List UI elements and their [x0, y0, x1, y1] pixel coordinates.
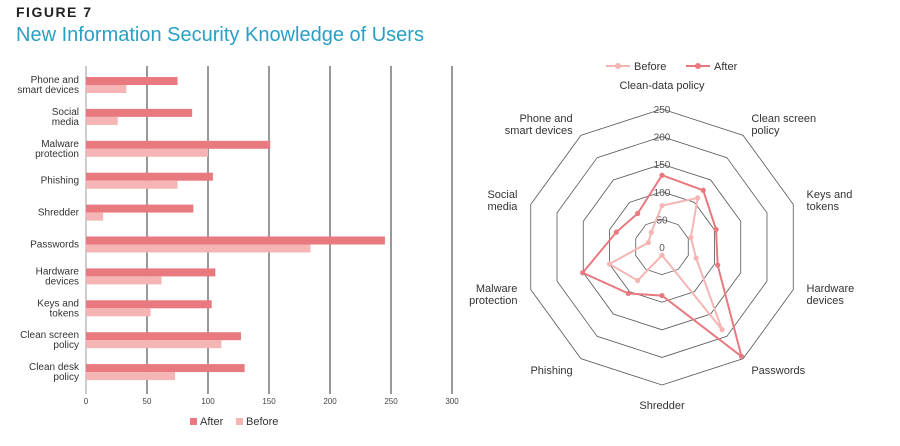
radar-legend-dot-after	[695, 63, 701, 69]
radar-point-before	[645, 239, 651, 246]
bar-x-tick-label: 250	[384, 397, 398, 406]
radar-point-after	[715, 262, 721, 268]
radar-category-label: Clean-data policy	[620, 80, 705, 92]
bar-category-label: Clean screen policy	[20, 330, 79, 351]
bar-after	[86, 236, 385, 245]
legend-label-after: After	[200, 416, 224, 428]
radar-gridline	[609, 191, 715, 303]
radar-category-label: Phishing	[530, 365, 572, 377]
radar-point-before	[693, 255, 699, 261]
radar-legend-label-after: After	[714, 61, 738, 73]
radar-point-after	[613, 229, 619, 235]
radar-category-label: Social media	[487, 189, 518, 213]
radar-tick-label: 150	[654, 160, 671, 171]
radar-tick-label: 250	[654, 105, 671, 116]
radar-legend-dot-before	[615, 63, 621, 69]
bar-before	[86, 85, 127, 93]
bar-x-tick-label: 150	[262, 397, 276, 406]
bar-before	[86, 180, 178, 189]
radar-point-before	[688, 235, 694, 241]
radar-tick-label: 0	[659, 243, 665, 254]
radar-gridline	[582, 163, 742, 331]
radar-category-label: Phone and smart devices	[505, 113, 573, 137]
radar-gridline	[635, 218, 689, 276]
bar-category-label: Keys and tokens	[37, 298, 79, 319]
radar-point-before	[659, 203, 665, 209]
bar-category-label: Hardware devices	[36, 266, 80, 287]
bar-category-label: Social media	[52, 107, 80, 128]
figure-title: New Information Security Knowledge of Us…	[16, 24, 424, 46]
radar-tick-label: 200	[654, 133, 671, 144]
radar-category-label: Clean screen policy	[751, 113, 816, 137]
bar-category-label: Shredder	[38, 208, 80, 219]
bar-category-label: Phone and smart devices	[17, 75, 79, 96]
bar-before	[86, 212, 104, 221]
radar-point-after	[738, 353, 745, 360]
radar-point-before	[695, 195, 701, 201]
radar-point-after	[659, 292, 665, 299]
radar-category-label: Passwords	[751, 365, 805, 377]
figure-label: FIGURE 7	[16, 4, 93, 20]
radar-point-before	[659, 252, 665, 258]
bar-category-label: Passwords	[30, 240, 79, 251]
radar-point-after	[625, 290, 631, 297]
bar-after	[86, 172, 213, 181]
radar-category-label: Shredder	[639, 400, 685, 412]
bar-before	[86, 372, 176, 381]
bar-category-label: Malware protection	[35, 139, 79, 160]
bar-before	[86, 308, 151, 317]
bar-before	[86, 244, 311, 253]
legend-swatch-after	[190, 418, 197, 425]
bar-before	[86, 116, 118, 125]
legend-label-before: Before	[246, 416, 278, 428]
radar-tick-label: 100	[654, 188, 671, 199]
bar-x-tick-label: 100	[201, 397, 215, 406]
bar-after	[86, 108, 193, 117]
radar-category-label: Hardware devices	[807, 283, 855, 307]
bar-after	[86, 140, 271, 149]
radar-point-after	[580, 270, 586, 276]
radar-legend-label-before: Before	[634, 61, 666, 73]
bar-x-tick-label: 200	[323, 397, 337, 406]
bar-after	[86, 204, 194, 213]
bar-after	[86, 332, 241, 341]
radar-point-after	[659, 172, 665, 178]
bar-before	[86, 340, 222, 349]
bar-x-tick-label: 300	[445, 397, 459, 406]
radar-category-label: Keys and tokens	[807, 189, 853, 213]
bar-x-tick-label: 50	[143, 397, 152, 406]
radar-gridline	[556, 136, 768, 358]
radar-point-after	[700, 187, 706, 193]
radar-gridline	[530, 108, 794, 386]
bar-category-label: Phishing	[41, 176, 79, 187]
bar-category-label: Clean desk policy	[29, 362, 80, 383]
legend-swatch-before	[236, 418, 243, 425]
bar-after	[86, 77, 178, 85]
radar-point-before	[719, 327, 725, 333]
radar-category-label: Malware protection	[469, 283, 517, 307]
bar-after	[86, 364, 245, 373]
bar-before	[86, 148, 208, 157]
radar-point-before	[606, 261, 613, 267]
bar-after	[86, 268, 216, 277]
radar-point-after	[713, 226, 719, 233]
bar-before	[86, 276, 162, 285]
bar-after	[86, 300, 212, 309]
bar-x-tick-label: 0	[84, 397, 89, 406]
radar-point-before	[635, 277, 641, 284]
radar-tick-label: 50	[656, 215, 668, 226]
radar-point-before	[648, 229, 654, 235]
radar-point-after	[635, 210, 641, 217]
